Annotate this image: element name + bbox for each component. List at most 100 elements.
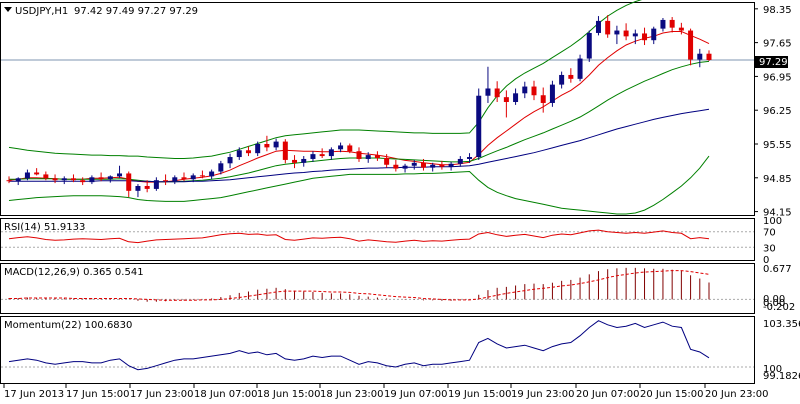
candle-body bbox=[467, 157, 473, 159]
candle-body bbox=[209, 171, 215, 177]
candle bbox=[135, 184, 141, 198]
candle bbox=[559, 71, 565, 89]
candle-body bbox=[374, 155, 380, 158]
candle bbox=[292, 155, 298, 169]
x-tick-label: 17 Jun 23:00 bbox=[130, 389, 194, 400]
momentum-tick-label: 103.3561 bbox=[763, 319, 800, 330]
candle bbox=[651, 26, 657, 45]
price-tick-label: 96.25 bbox=[763, 106, 792, 117]
candle-body bbox=[6, 180, 12, 182]
overlay-line-4 bbox=[8, 155, 710, 215]
candle-body bbox=[292, 159, 298, 163]
candle bbox=[310, 151, 316, 162]
macd-tick-label: 0.00 bbox=[763, 298, 785, 309]
candle bbox=[190, 173, 196, 183]
candle bbox=[6, 176, 12, 184]
candle-body bbox=[153, 180, 159, 189]
candle bbox=[347, 143, 353, 154]
candle bbox=[697, 48, 703, 68]
candle-body bbox=[642, 33, 648, 41]
candle bbox=[448, 161, 454, 171]
ohlc-readout: 97.42 97.49 97.27 97.29 bbox=[74, 6, 198, 17]
candle bbox=[393, 159, 399, 172]
rsi-tick-label: 30 bbox=[763, 243, 776, 254]
candle-body bbox=[52, 178, 58, 181]
x-tick-label: 18 Jun 15:00 bbox=[257, 389, 321, 400]
candle bbox=[706, 50, 712, 61]
candle-body bbox=[89, 177, 95, 183]
candle-body bbox=[540, 95, 546, 103]
price-tick-label: 95.55 bbox=[763, 140, 792, 151]
candle bbox=[531, 80, 537, 101]
candle-body bbox=[70, 178, 76, 181]
candle-body bbox=[34, 172, 40, 175]
candle-body bbox=[660, 19, 666, 29]
candle-body bbox=[549, 84, 555, 103]
candle bbox=[356, 147, 362, 162]
candle bbox=[52, 174, 58, 184]
candle bbox=[420, 158, 426, 171]
candle bbox=[614, 25, 620, 45]
candle-body bbox=[678, 27, 684, 31]
candle-body bbox=[356, 151, 362, 159]
price-tick-label: 98.35 bbox=[763, 5, 792, 16]
candle bbox=[209, 169, 215, 180]
candle bbox=[384, 154, 390, 168]
candle bbox=[236, 147, 242, 160]
candle-body bbox=[402, 165, 408, 169]
candle bbox=[457, 156, 463, 167]
candle-body bbox=[688, 30, 694, 60]
candle bbox=[476, 88, 482, 160]
candle bbox=[301, 156, 307, 167]
candle bbox=[273, 138, 279, 151]
price-tick-label: 96.95 bbox=[763, 72, 792, 83]
overlay-line-1 bbox=[9, 60, 710, 183]
candle-body bbox=[494, 88, 500, 98]
last-price-label: 97.29 bbox=[759, 57, 788, 68]
momentum-tick-label: 99.1826 bbox=[763, 371, 800, 382]
candle bbox=[126, 171, 132, 198]
candle bbox=[577, 54, 583, 82]
candle-body bbox=[669, 19, 675, 28]
x-tick-label: 20 Jun 15:00 bbox=[640, 389, 704, 400]
candle bbox=[255, 141, 261, 157]
candle-body bbox=[595, 20, 601, 33]
collapse-triangle-icon[interactable] bbox=[4, 7, 12, 12]
x-tick-label: 19 Jun 23:00 bbox=[511, 389, 575, 400]
x-tick-label: 19 Jun 15:00 bbox=[448, 389, 512, 400]
candle bbox=[494, 81, 500, 102]
candle bbox=[218, 160, 224, 175]
candle bbox=[688, 28, 694, 66]
candle-body bbox=[384, 158, 390, 165]
candle bbox=[319, 148, 325, 158]
last-price-marker bbox=[755, 56, 788, 68]
candle-body bbox=[632, 33, 638, 37]
candle-body bbox=[107, 176, 113, 180]
candle bbox=[107, 175, 113, 183]
candle-body bbox=[98, 177, 104, 180]
candle-body bbox=[338, 145, 344, 150]
candle bbox=[678, 22, 684, 35]
momentum-line bbox=[8, 320, 710, 371]
candle bbox=[632, 29, 638, 45]
candle-body bbox=[457, 158, 463, 164]
x-tick-label: 17 Jun 2013 bbox=[4, 389, 64, 400]
candle-body bbox=[218, 163, 224, 172]
candle bbox=[439, 160, 445, 170]
candle-body bbox=[61, 178, 67, 181]
candle bbox=[549, 80, 555, 107]
candle bbox=[540, 87, 546, 113]
x-tick-label: 18 Jun 23:00 bbox=[320, 389, 384, 400]
candle bbox=[227, 153, 233, 169]
candle bbox=[669, 17, 675, 33]
candle bbox=[153, 177, 159, 191]
candle bbox=[172, 175, 178, 185]
momentum-tick-label: 100 bbox=[763, 364, 782, 375]
candle-body bbox=[559, 74, 565, 85]
candle-body bbox=[190, 175, 196, 180]
momentum-panel-frame bbox=[0, 316, 755, 384]
